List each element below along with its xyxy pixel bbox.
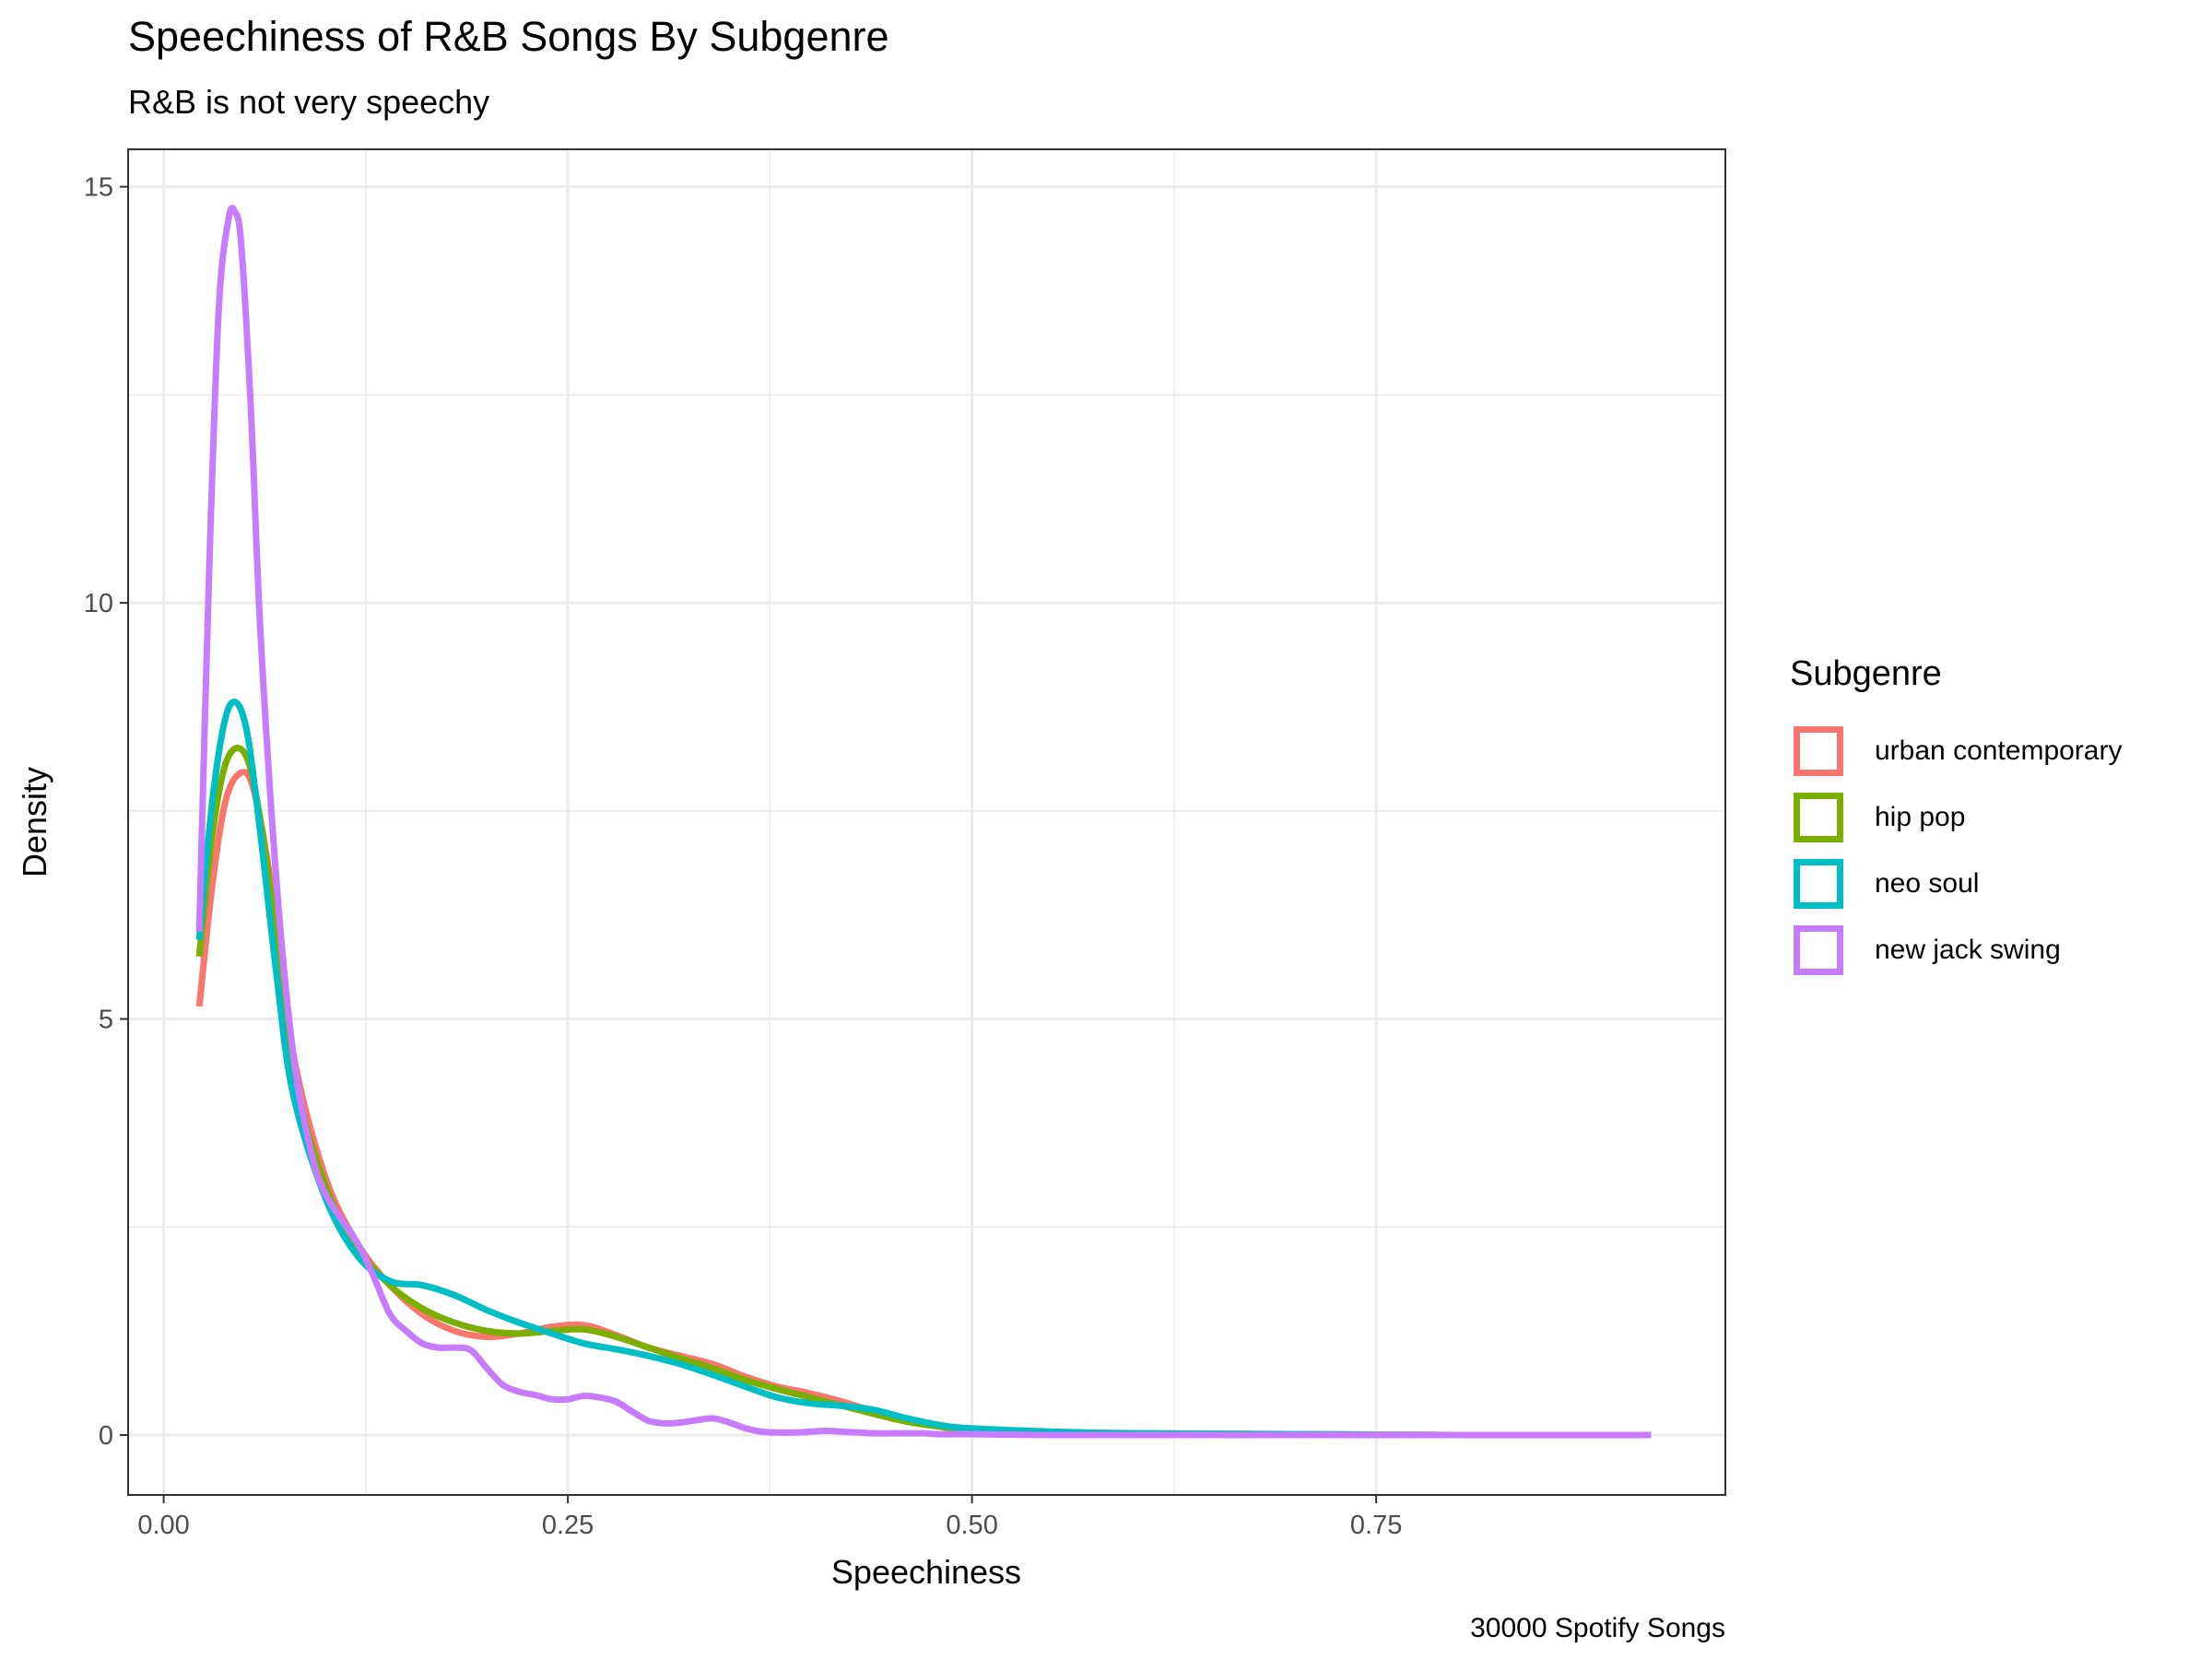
y-tick-label: 10: [84, 589, 113, 618]
grid-lines: [128, 149, 1725, 1495]
legend-key-swatch: [1794, 726, 1843, 776]
legend-item: neo soul: [1790, 851, 2122, 917]
y-tick-label: 15: [84, 173, 113, 203]
legend: Subgenre urban contemporary hip pop neo …: [1790, 654, 2122, 983]
legend-key-swatch: [1794, 925, 1843, 975]
density-line-new-jack-swing: [195, 205, 1652, 1439]
legend-items: urban contemporary hip pop neo soul new …: [1790, 718, 2122, 983]
legend-item: urban contemporary: [1790, 718, 2122, 784]
x-axis-title: Speechiness: [831, 1553, 1021, 1591]
chart-title: Speechiness of R&B Songs By Subgenre: [128, 13, 889, 60]
x-tick-label: 0.50: [946, 1511, 997, 1540]
legend-label: hip pop: [1875, 802, 1966, 832]
y-tick-label: 0: [99, 1421, 113, 1451]
chart-subtitle: R&B is not very speechy: [128, 83, 490, 121]
chart-caption: 30000 Spotify Songs: [1470, 1613, 1725, 1643]
legend-label: new jack swing: [1875, 935, 2061, 965]
y-axis-title: Density: [16, 767, 53, 877]
legend-key-swatch: [1794, 859, 1843, 909]
density-line-neo-soul: [195, 698, 1652, 1439]
axes: 0.00 0.25 0.50 0.75 0 5 10 15: [84, 173, 1403, 1540]
legend-title: Subgenre: [1790, 654, 1942, 693]
legend-label: neo soul: [1875, 868, 1980, 899]
plot-panel-border: [127, 148, 1726, 1496]
x-tick-label: 0.75: [1350, 1511, 1402, 1540]
density-lines: [195, 205, 1652, 1439]
y-tick-label: 5: [99, 1006, 113, 1035]
x-tick-label: 0.25: [542, 1511, 594, 1540]
plot-panel-background: [128, 149, 1725, 1495]
legend-item: hip pop: [1790, 784, 2122, 851]
legend-item: new jack swing: [1790, 917, 2122, 983]
legend-key-swatch: [1794, 793, 1843, 842]
x-tick-label: 0.00: [137, 1511, 189, 1540]
legend-label: urban contemporary: [1875, 735, 2123, 766]
